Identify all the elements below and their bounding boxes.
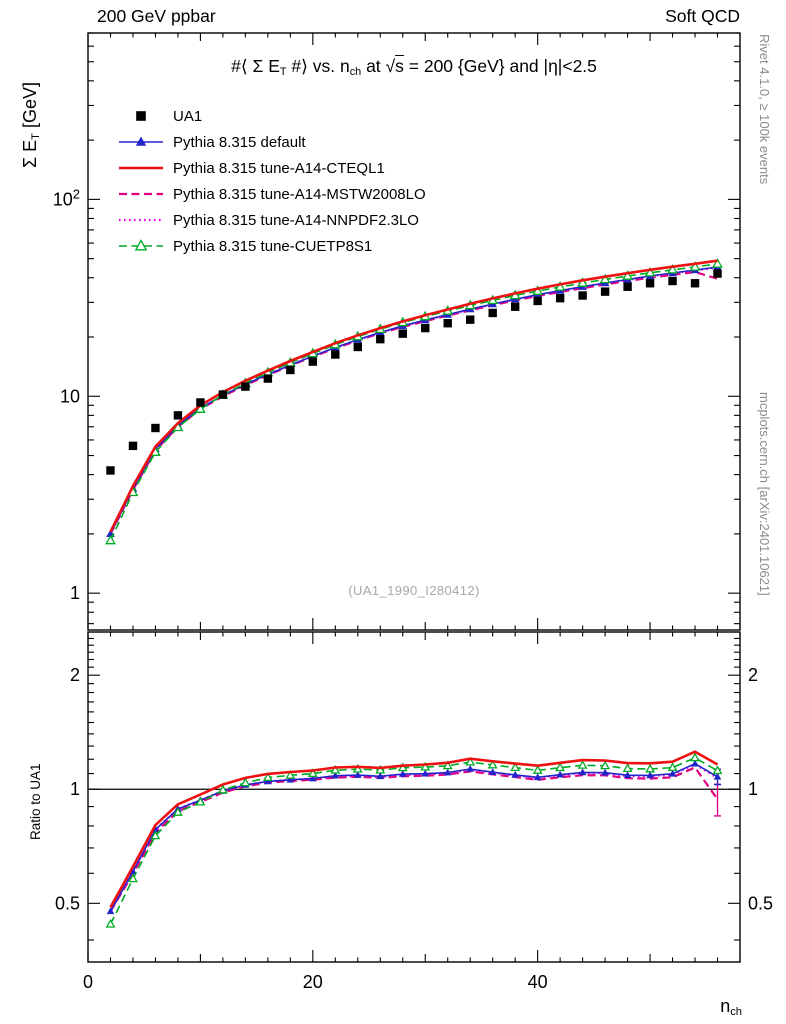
tick-label: 1 — [70, 779, 80, 799]
legend-marker-dotted-line — [119, 218, 163, 222]
tick-label: 0.5 — [55, 893, 80, 913]
tick-label: 102 — [53, 186, 80, 209]
ratio-y-axis-label: Ratio to UA1 — [28, 763, 43, 840]
main-series-data-points — [106, 269, 722, 475]
legend-item: Pythia 8.315 tune-A14-CTEQL1 — [118, 155, 426, 181]
tick-label: 0.5 — [748, 893, 773, 913]
legend-label: Pythia 8.315 tune-CUETP8S1 — [173, 237, 373, 255]
ratio-plot-frame — [87, 631, 741, 963]
legend-label: Pythia 8.315 tune-A14-CTEQL1 — [173, 159, 385, 177]
legend-item: Pythia 8.315 tune-A14-MSTW2008LO — [118, 181, 426, 207]
process-group: Soft QCD — [665, 6, 740, 26]
rivet-version-note: Rivet 4.1.0, ≥ 100k events — [757, 34, 772, 185]
mcplots-attribution: mcplots.cern.ch [arXiv:2401.10621] — [757, 392, 772, 596]
ratio-series-2 — [109, 750, 719, 908]
main-y-axis-label: Σ ET [GeV] — [20, 82, 43, 168]
x-axis-label: nch — [720, 996, 742, 1019]
legend-item: Pythia 8.315 default — [118, 129, 426, 155]
legend-item: Pythia 8.315 tune-CUETP8S1 — [118, 233, 426, 259]
ratio-series-4 — [109, 763, 719, 912]
legend-marker-solid-line — [119, 166, 163, 170]
tick-label: 1 — [748, 779, 758, 799]
tick-label: 40 — [528, 972, 548, 992]
beam-info: 200 GeV ppbar — [97, 6, 216, 26]
legend-marker-dashed-line — [119, 192, 163, 196]
tick-label: 2 — [748, 665, 758, 685]
ratio-series-1 — [106, 759, 722, 915]
tick-label: 2 — [70, 665, 80, 685]
legend-label: Pythia 8.315 tune-A14-MSTW2008LO — [173, 185, 426, 203]
legend-label: UA1 — [173, 107, 203, 125]
ratio-series-5 — [105, 752, 723, 928]
plot-title: #⟨ Σ ET #⟩ vs. nch at √s = 200 {GeV} and… — [231, 56, 597, 79]
legend-label: Pythia 8.315 default — [173, 133, 306, 151]
legend-marker-triangle-open — [119, 239, 163, 251]
legend-marker-square-filled — [136, 111, 146, 121]
tick-label: 10 — [60, 386, 80, 406]
legend-item: UA1 — [118, 103, 426, 129]
legend-item: Pythia 8.315 tune-A14-NNPDF2.3LO — [118, 207, 426, 233]
tick-label: 0 — [83, 972, 93, 992]
legend-marker-triangle-filled — [119, 136, 163, 146]
legend: UA1 Pythia 8.315 default Pythia 8.315 tune… — [118, 103, 426, 259]
data-series — [105, 258, 723, 928]
main-series-2 — [109, 259, 718, 533]
analysis-id-watermark: (UA1_1990_I280412) — [348, 583, 480, 598]
main-plot-frame — [87, 32, 741, 631]
legend-label: Pythia 8.315 tune-A14-NNPDF2.3LO — [173, 211, 419, 229]
main-series-3 — [109, 270, 718, 535]
tick-label: 1 — [70, 583, 80, 603]
tick-label: 20 — [303, 972, 323, 992]
